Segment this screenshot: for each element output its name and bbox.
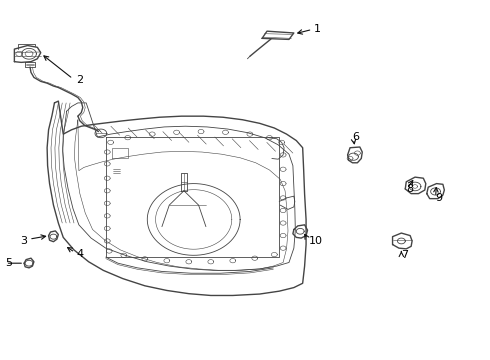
Text: 9: 9 bbox=[436, 193, 442, 203]
Text: 6: 6 bbox=[352, 132, 360, 142]
Text: 8: 8 bbox=[406, 184, 414, 194]
Text: 1: 1 bbox=[314, 24, 320, 35]
Text: 3: 3 bbox=[21, 236, 27, 246]
Text: 5: 5 bbox=[5, 258, 13, 268]
Text: 2: 2 bbox=[76, 75, 84, 85]
Text: 4: 4 bbox=[76, 248, 84, 258]
Text: 7: 7 bbox=[401, 250, 409, 260]
Text: 10: 10 bbox=[309, 236, 322, 246]
